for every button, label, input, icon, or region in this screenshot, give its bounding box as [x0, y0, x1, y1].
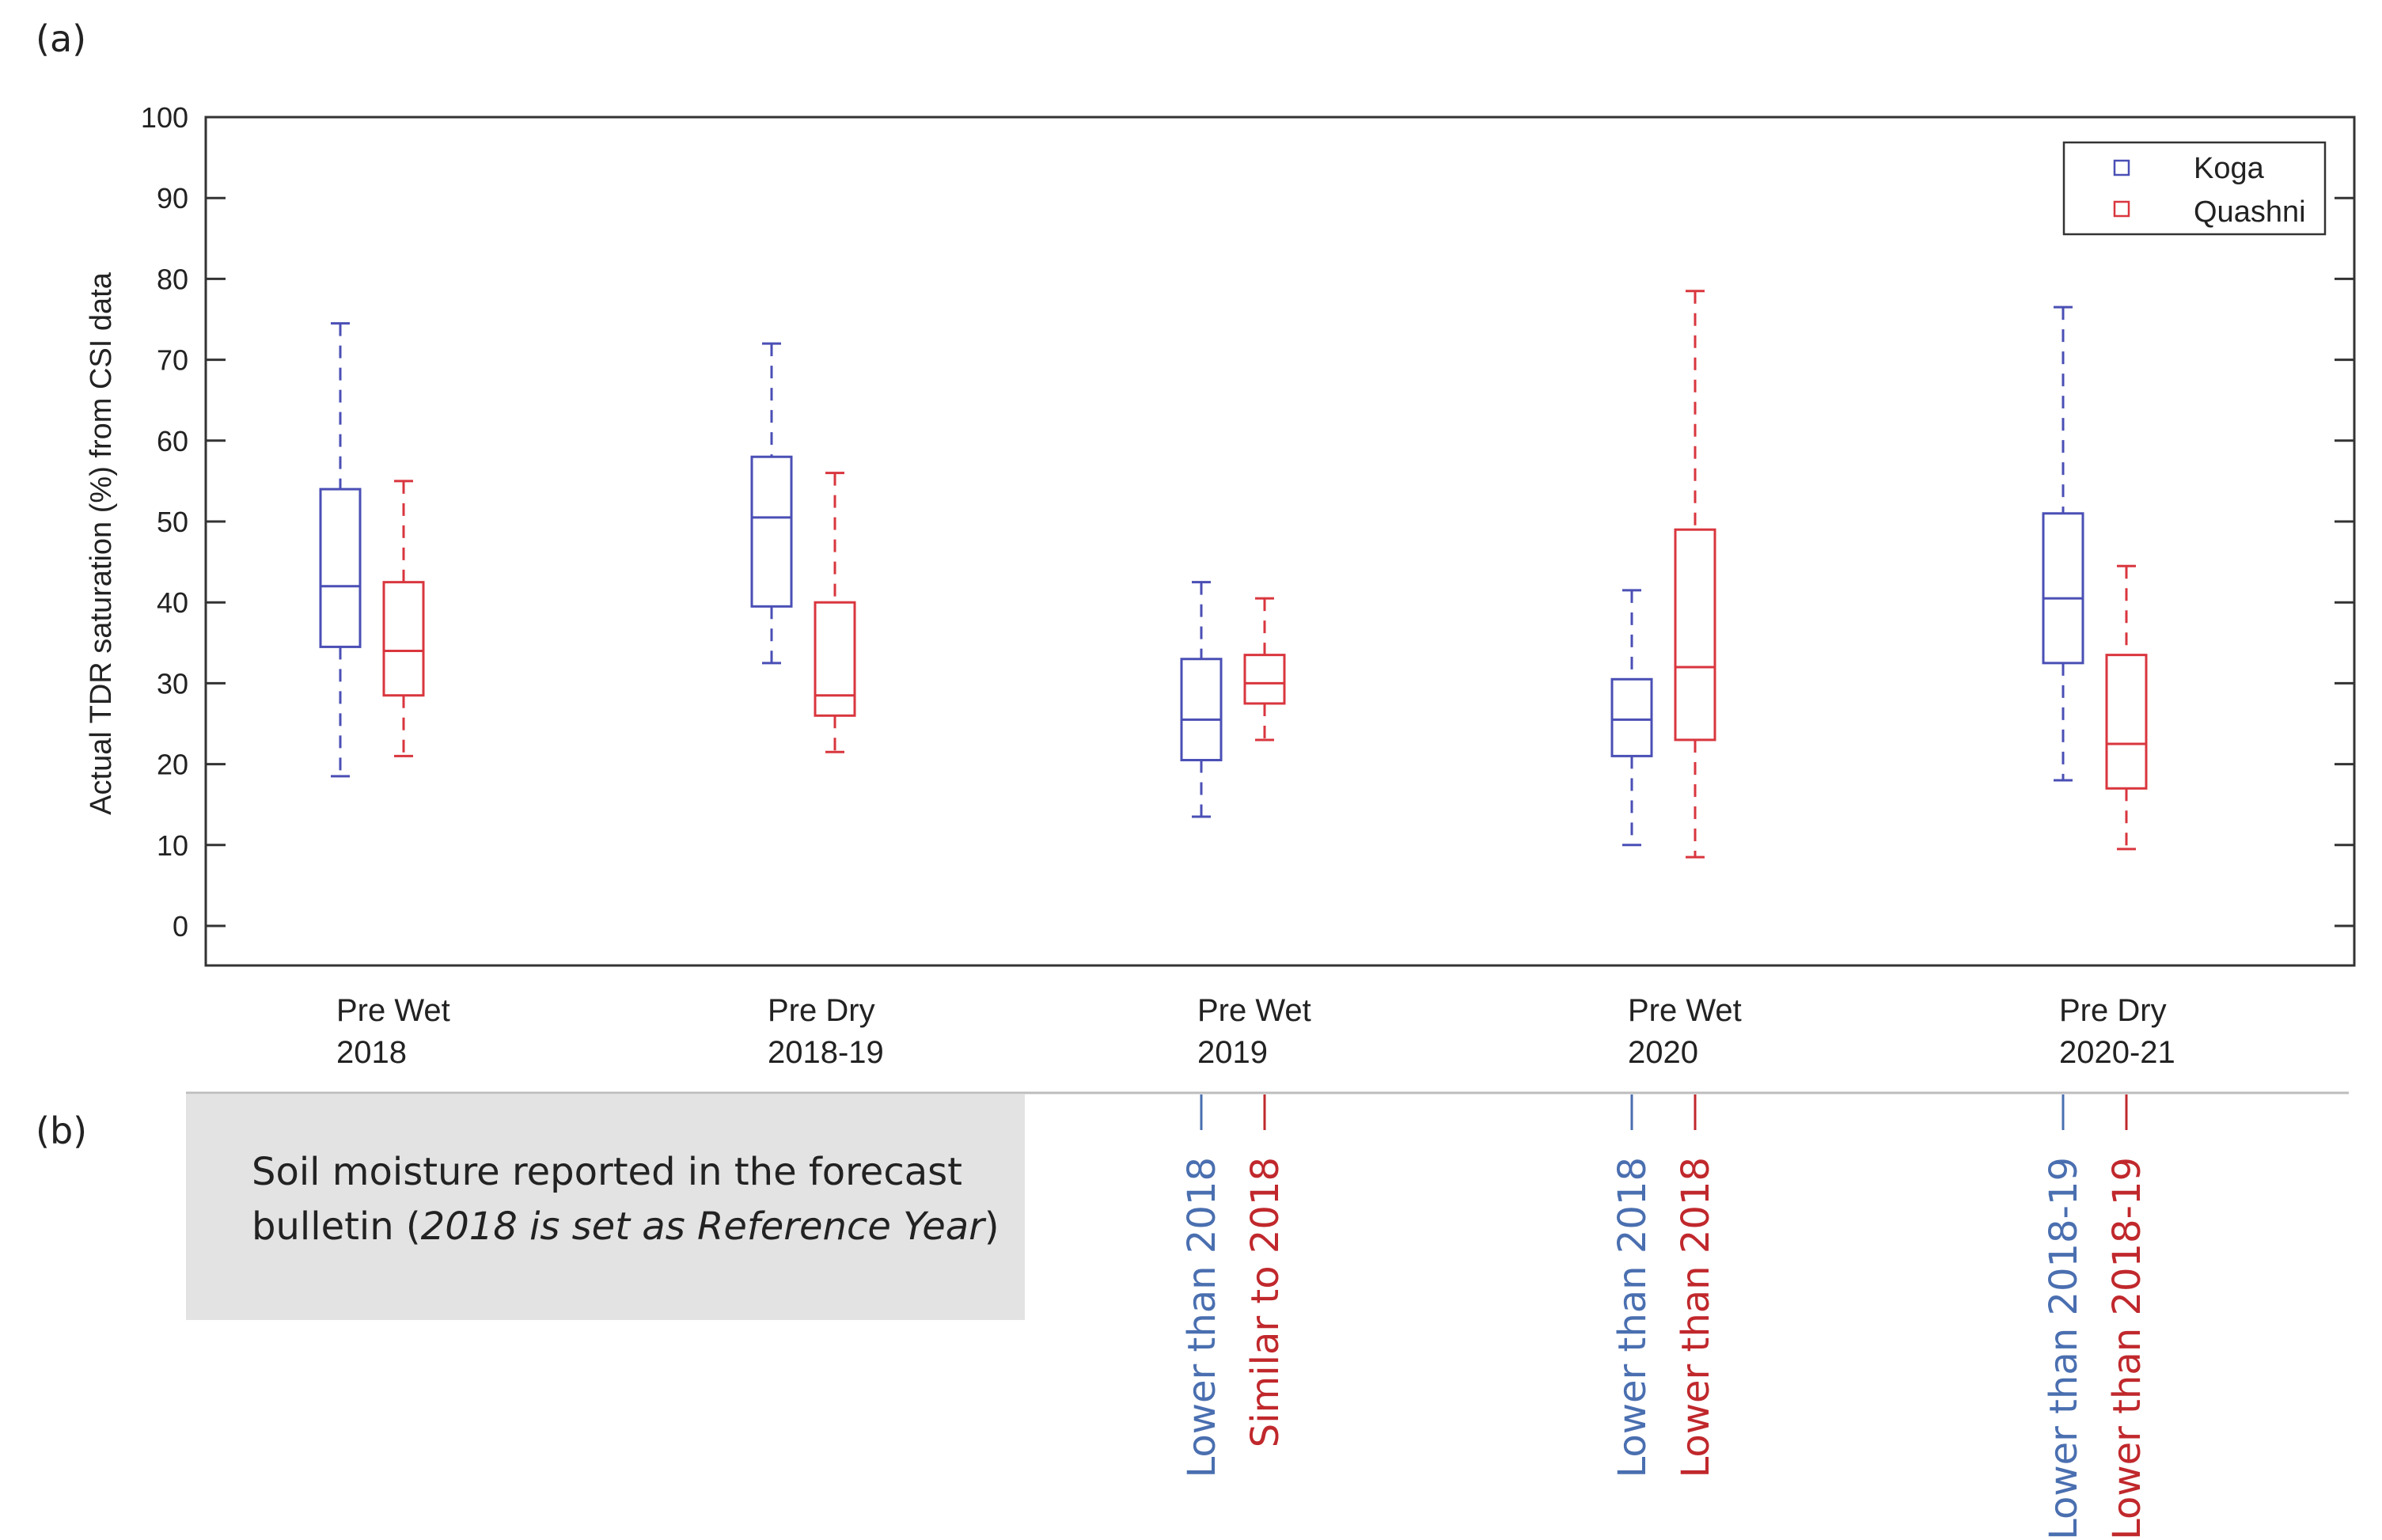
iqr-box [382, 581, 425, 697]
iqr-box [750, 455, 793, 608]
x-category-label-line1: Pre Wet [1628, 993, 1742, 1028]
x-category-label-line2: 2019 [1197, 1035, 1268, 1070]
box-quashni [1243, 597, 1286, 742]
y-tick-label: 20 [157, 749, 188, 781]
legend-label-koga: Koga [2194, 152, 2265, 185]
box-plots [319, 290, 2148, 859]
box-quashni [814, 472, 856, 753]
x-category-label-line1: Pre Dry [2059, 993, 2167, 1028]
bulletin-label: Lower than 2018 [1610, 1157, 1655, 1478]
panel-label-b: (b) [36, 1109, 87, 1152]
y-tick-label: 50 [157, 506, 188, 538]
bulletin-text-line2: bulletin (2018 is set as Reference Year) [252, 1204, 999, 1249]
y-tick-label: 40 [157, 586, 188, 619]
box-koga [2042, 305, 2084, 782]
bulletin-text-line1: Soil moisture reported in the forecast [252, 1150, 962, 1194]
box-koga [319, 322, 362, 778]
bulletin-label: Lower than 2018 [1180, 1157, 1224, 1478]
box-koga [750, 342, 793, 665]
bulletin-label: Similar to 2018 [1243, 1157, 1288, 1447]
box-koga [1180, 581, 1223, 818]
y-tick-label: 80 [157, 263, 188, 295]
x-category-label-line2: 2020 [1628, 1035, 1698, 1070]
x-category-label-line1: Pre Dry [768, 993, 875, 1028]
iqr-box [1610, 677, 1653, 757]
legend: Koga Quashni [2062, 141, 2327, 236]
y-axis-label: Actual TDR saturation (%) from CSI data [85, 271, 118, 815]
y-tick-label: 100 [141, 101, 188, 134]
bulletin-labels: Lower than 2018 Similar to 2018 Lower than… [1180, 1094, 2149, 1540]
bulletin-label: Lower than 2018-19 [2105, 1157, 2149, 1540]
x-category-label-line1: Pre Wet [336, 993, 450, 1028]
iqr-box [1674, 528, 1716, 742]
legend-marker-quashni [2113, 200, 2130, 218]
legend-box [2062, 141, 2327, 236]
panel-label-a: (a) [36, 17, 86, 60]
iqr-box [2105, 654, 2148, 790]
y-tick-label: 30 [157, 667, 188, 700]
bulletin-box [186, 1094, 1025, 1320]
y-tick-label: 90 [157, 182, 188, 214]
y-axis: 0 10 20 30 40 50 60 70 80 90 100 [141, 101, 2354, 943]
x-category-label-line2: 2020-21 [2059, 1035, 2175, 1070]
box-quashni [1674, 290, 1716, 859]
x-category-label-line2: 2018-19 [768, 1035, 884, 1070]
iqr-box [1243, 654, 1286, 705]
iqr-box [2042, 512, 2084, 665]
y-tick-label: 60 [157, 425, 188, 457]
box-quashni [2105, 564, 2148, 851]
x-category-label-line2: 2018 [336, 1035, 407, 1070]
box-koga [1610, 589, 1653, 847]
plot-area [204, 116, 2356, 967]
y-tick-label: 0 [173, 910, 188, 943]
x-category-label-line1: Pre Wet [1197, 993, 1311, 1028]
iqr-box [1180, 658, 1223, 761]
iqr-box [319, 487, 362, 648]
x-axis: Pre Wet 2018 Pre Dry 2018-19 Pre Wet 2019 Pre … [336, 993, 2175, 1070]
y-tick-label: 10 [157, 829, 188, 862]
legend-label-quashni: Quashni [2194, 195, 2306, 229]
y-tick-label: 70 [157, 344, 188, 377]
bulletin-label: Lower than 2018-19 [2042, 1157, 2086, 1540]
iqr-box [814, 601, 856, 717]
box-quashni [382, 480, 425, 757]
legend-marker-koga [2113, 159, 2130, 176]
bulletin-label: Lower than 2018 [1674, 1157, 1718, 1478]
